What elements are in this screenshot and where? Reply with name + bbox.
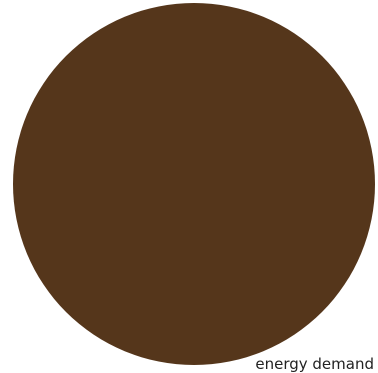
pie-slices xyxy=(13,3,375,365)
pie-slice-label: energy demand xyxy=(255,355,374,373)
pie-slice xyxy=(13,3,375,365)
pie-labels: energy demand xyxy=(255,355,374,373)
